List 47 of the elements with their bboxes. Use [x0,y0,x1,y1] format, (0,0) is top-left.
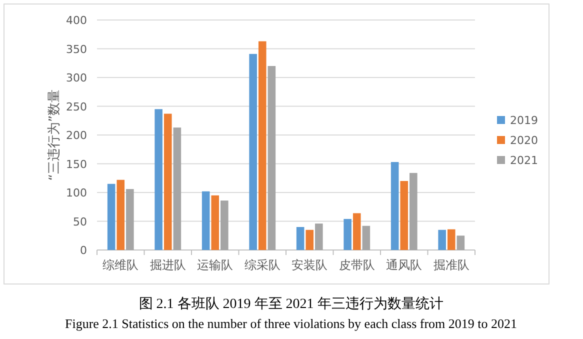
x-tick-label: 掘进队 [150,258,186,272]
bar [306,230,314,250]
x-tick-label: 掘准队 [433,258,470,272]
bar [456,236,465,250]
bar [268,66,276,250]
bar [154,109,162,250]
y-tick-label: 100 [66,186,87,200]
x-tick-label: 综采队 [244,258,280,272]
bar [202,191,210,250]
bar [400,181,408,250]
bar [362,226,370,250]
y-tick-label: 250 [66,100,87,114]
caption: Figure 2.1 Statistics on the number of three violations by each class from 2019 to 2021 [64,316,518,331]
bar [211,195,220,250]
y-tick-label: 50 [73,215,87,228]
y-tick-label: 200 [66,129,87,142]
legend-label: 2019 [510,114,538,127]
legend-label: 2021 [510,154,538,167]
bar [447,229,456,250]
x-tick-label: 皮带队 [338,258,375,272]
bar [107,184,116,250]
bar [173,128,182,250]
bar [258,41,266,250]
bar [164,114,172,250]
bar [315,224,323,250]
y-tick-label: 400 [66,14,87,27]
y-axis-title: “三违行为”数量 [47,89,62,181]
bar [116,180,125,250]
x-tick-label: 通风队 [386,258,422,272]
bar [296,227,304,250]
bar [352,213,361,250]
caption: 图 2.1 各班队 2019 年至 2021 年三违行为数量统计 [138,296,444,312]
y-tick-label: 350 [66,42,87,56]
bar [220,200,228,250]
bar [390,162,399,250]
legend-label: 2020 [510,134,538,147]
y-tick-label: 150 [66,158,87,171]
y-tick-label: 300 [66,72,87,84]
bar [344,218,352,250]
y-tick-label: 0 [80,244,87,257]
x-tick-label: 运输队 [197,258,234,272]
bar [410,172,418,250]
bar [126,189,134,250]
x-tick-label: 安装队 [292,258,328,272]
bar [249,54,257,250]
bar [438,230,446,250]
x-tick-label: 综维队 [102,258,139,272]
